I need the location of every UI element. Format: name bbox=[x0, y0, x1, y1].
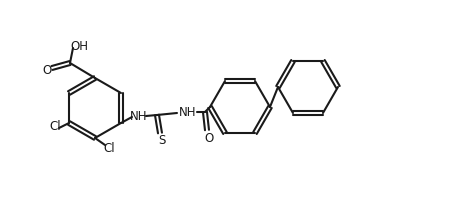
Text: S: S bbox=[158, 135, 166, 147]
Text: Cl: Cl bbox=[49, 120, 61, 134]
Text: NH: NH bbox=[130, 110, 148, 122]
Text: NH: NH bbox=[179, 106, 197, 119]
Text: O: O bbox=[43, 64, 51, 76]
Text: Cl: Cl bbox=[103, 141, 115, 155]
Text: OH: OH bbox=[70, 40, 88, 52]
Text: O: O bbox=[205, 131, 213, 144]
